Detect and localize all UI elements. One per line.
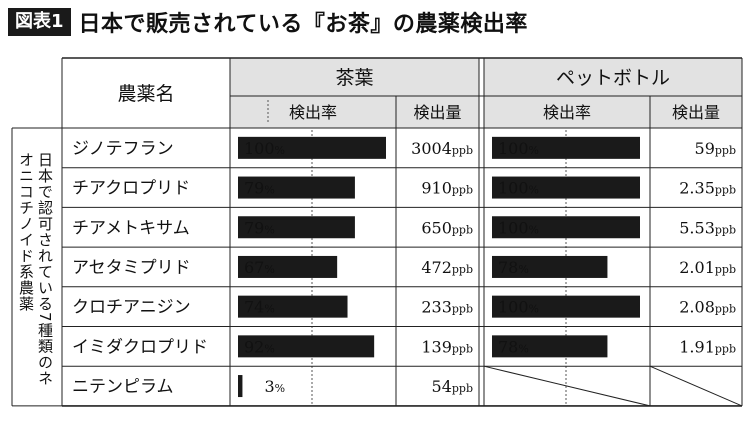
bottle-rate-bar (492, 295, 640, 318)
tea-amount: 233ppb (421, 298, 473, 317)
tea-rate-label: 67% (244, 258, 275, 277)
tea-rate-bar (238, 176, 355, 199)
tea-amount: 650ppb (421, 218, 473, 237)
bottle-rate-label: 100% (498, 298, 539, 317)
side-label: 日本で認可されている7種類のネオニコチノイド系農薬 (17, 152, 54, 387)
tea-rate-label: 74% (244, 298, 275, 317)
chart-title: 図表1 日本で販売されている『お茶』の農薬検出率 (8, 6, 528, 38)
tea-amount: 472ppb (421, 258, 473, 277)
tea-rate-label: 92% (244, 337, 275, 356)
bottle-rate-label: 100% (498, 179, 539, 198)
pesticide-name: ニテンピラム (72, 377, 174, 397)
pesticide-name: チアメトキサム (72, 218, 190, 238)
tea-amount: 910ppb (421, 179, 473, 198)
tea-rate-label: 3% (264, 377, 285, 396)
tea-rate-bar (238, 216, 355, 239)
bottle-rate-bar (492, 176, 640, 199)
col-header-bottle-amount: 検出量 (672, 103, 720, 122)
no-data-diagonal (649, 365, 743, 407)
tea-rate-label: 79% (244, 218, 275, 237)
bottle-rate-label: 78% (498, 258, 529, 277)
tea-rate-bar (238, 335, 375, 358)
bottle-rate-label: 100% (498, 218, 539, 237)
group-header-bg (230, 58, 479, 128)
group-header-bottle: ペットボトル (556, 67, 670, 89)
group-header-tea: 茶葉 (335, 67, 373, 89)
pesticide-name: チアクロプリド (72, 179, 190, 199)
tea-rate-bar (238, 375, 243, 398)
bottle-amount: 1.91ppb (679, 337, 736, 356)
bottle-rate-bar (492, 255, 608, 278)
tea-amount: 54ppb (432, 377, 473, 396)
title-text: 日本で販売されている『お茶』の農薬検出率 (78, 12, 528, 37)
pesticide-name: アセタミプリド (72, 258, 191, 278)
bottle-rate-bar (492, 216, 640, 239)
tea-rate-label: 100% (244, 139, 285, 158)
tea-amount: 139ppb (421, 337, 473, 356)
bottle-amount: 5.53ppb (679, 218, 736, 237)
tea-rate-bar (238, 295, 348, 318)
bottle-amount: 2.35ppb (679, 179, 736, 198)
col-header-tea-rate: 検出率 (289, 103, 337, 122)
bottle-rate-bar (492, 335, 608, 358)
group-header-bg (484, 58, 742, 128)
pesticide-name: クロチアニジン (72, 298, 191, 318)
bottle-amount: 2.01ppb (679, 258, 736, 277)
bottle-rate-label: 78% (498, 337, 529, 356)
tea-rate-bar (238, 136, 386, 159)
bottle-rate-bar (492, 136, 640, 159)
name-column-header: 農薬名 (117, 83, 174, 105)
col-header-tea-amount: 検出量 (413, 103, 461, 122)
no-data-diagonal (483, 365, 651, 407)
bottle-amount: 2.08ppb (679, 298, 736, 317)
pesticide-name: イミダクロプリド (72, 337, 208, 357)
col-header-bottle-rate: 検出率 (543, 103, 591, 122)
pesticide-name: ジノテフラン (72, 139, 174, 159)
tea-amount: 3004ppb (411, 139, 473, 158)
tea-rate-bar (238, 255, 338, 278)
title-badge: 図表1 (8, 8, 71, 36)
bottle-amount: 59ppb (695, 139, 736, 158)
bottle-rate-label: 100% (498, 139, 539, 158)
tea-rate-label: 79% (244, 179, 275, 198)
